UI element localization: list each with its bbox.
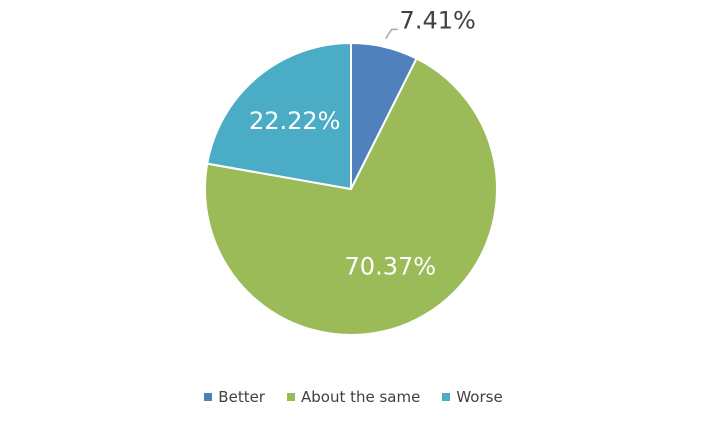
data-label: 70.37% <box>345 252 437 280</box>
legend-swatch <box>442 393 451 401</box>
legend-label: Better <box>218 388 265 406</box>
legend: Better About the same Worse <box>0 388 707 406</box>
legend-swatch <box>286 393 295 401</box>
leader-line <box>385 28 398 40</box>
legend-item: Better <box>204 388 265 406</box>
chart: 7.41% 70.37% 22.22% <box>204 6 498 336</box>
legend-label: About the same <box>300 388 421 406</box>
legend-item: About the same <box>286 388 421 406</box>
data-label: 22.22% <box>249 107 341 135</box>
legend-item: Worse <box>442 388 503 406</box>
data-label: 7.41% <box>400 6 476 34</box>
pie-slice <box>204 57 498 336</box>
pie-slice <box>206 41 352 191</box>
legend-swatch <box>204 393 213 401</box>
legend-label: Worse <box>456 388 503 406</box>
